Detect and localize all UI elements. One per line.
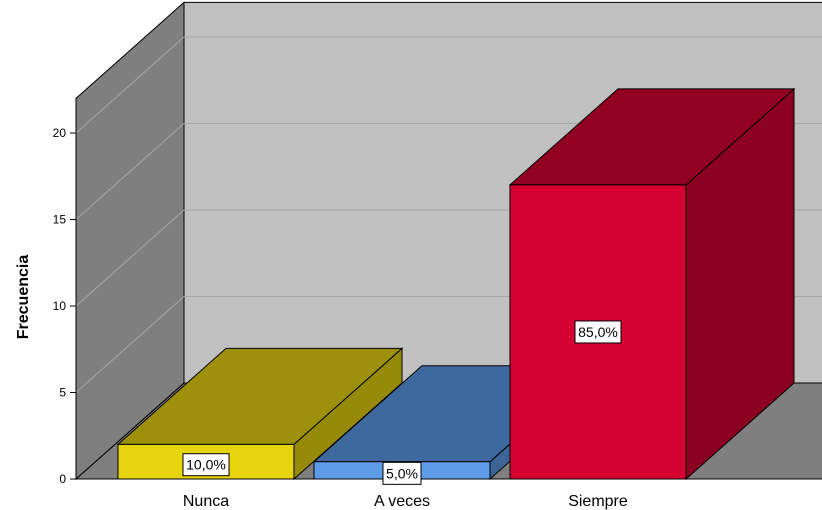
gridline-left-20 xyxy=(75,36,185,134)
y-tick-label: 5 xyxy=(59,386,66,400)
y-tick-label: 20 xyxy=(53,126,67,140)
gridline-left-15 xyxy=(75,123,185,220)
data-label: 5,0% xyxy=(382,461,422,485)
gridline-left-5 xyxy=(75,296,185,393)
y-axis: 0 5 10 15 20 xyxy=(53,98,77,486)
category-label: Siempre xyxy=(568,493,628,510)
y-tick-label: 10 xyxy=(53,299,67,313)
svg-text:85,0%: 85,0% xyxy=(578,324,618,340)
data-label: 10,0% xyxy=(182,453,230,477)
category-label: Nunca xyxy=(183,493,229,510)
y-tick-label: 0 xyxy=(59,472,66,486)
y-axis-label: Frecuencia xyxy=(15,255,32,340)
svg-text:10,0%: 10,0% xyxy=(186,457,226,473)
bars: 10,0% 5,0% 85,0% xyxy=(116,87,796,485)
bar-siempre xyxy=(508,87,796,481)
category-label: A veces xyxy=(374,493,430,510)
data-label: 85,0% xyxy=(574,320,622,344)
y-tick-label: 15 xyxy=(53,213,67,227)
svg-text:5,0%: 5,0% xyxy=(386,465,418,481)
bar-nunca xyxy=(116,347,404,481)
category-labels: Nunca A veces Siempre xyxy=(183,493,628,510)
gridline-left-10 xyxy=(75,209,185,307)
